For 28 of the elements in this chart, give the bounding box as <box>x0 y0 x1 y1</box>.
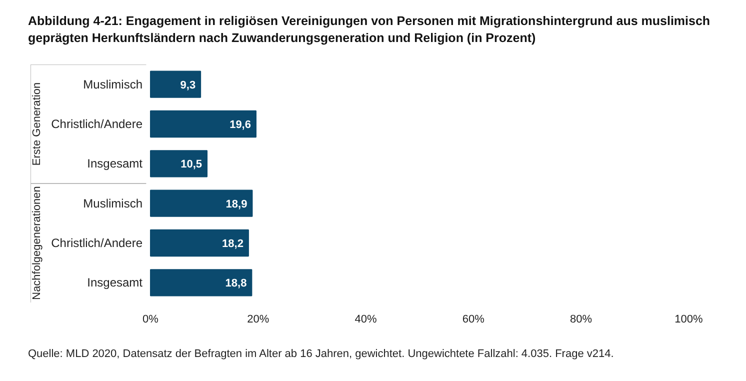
x-tick-label: 60% <box>462 313 485 326</box>
data-label: 18,9 <box>226 198 248 210</box>
bar <box>150 189 253 217</box>
x-tick-label: 40% <box>354 313 377 326</box>
bar <box>150 150 208 178</box>
source-note: Quelle: MLD 2020, Datensatz der Befragten im Alter ab 16 Jahren, gewichtet. Ungewichtete Fallzahl: 4.035. Frage v214. <box>28 346 614 362</box>
x-tick-label: 0% <box>142 313 159 326</box>
x-tick-label: 80% <box>570 313 592 326</box>
bar <box>150 70 202 98</box>
data-label: 18,2 <box>222 238 244 250</box>
y-tick-label: Muslimisch <box>83 196 143 210</box>
x-tick-label: 100% <box>674 313 703 326</box>
data-label: 19,6 <box>230 118 251 131</box>
bar <box>150 268 252 296</box>
y-tick-label: Insgesamt <box>87 275 144 290</box>
y-tick-label: Christlich/Andere <box>51 116 143 131</box>
bar <box>150 229 249 256</box>
text: Nachfolgegenerationen <box>30 186 43 300</box>
chart-title: Abbildung 4-21: Engagement in religiösen Vereinigungen von Personen mit Migrationshintergrund aus muslimisch geprägten Herkunftsländern nach Zuwanderungsgeneration und Religion (in Prozent) <box>28 13 712 47</box>
y-tick-label: Insgesamt <box>87 156 144 170</box>
data-label: 10,5 <box>180 158 202 170</box>
x-tick-label: 20% <box>247 313 270 326</box>
text: Erste Generation <box>30 82 43 166</box>
data-label: 18,8 <box>225 277 247 290</box>
data-label: 9,3 <box>180 79 196 92</box>
y-tick-label: Muslimisch <box>83 77 143 92</box>
y-tick-label: Christlich/Andere <box>51 236 143 250</box>
bar <box>150 110 256 138</box>
